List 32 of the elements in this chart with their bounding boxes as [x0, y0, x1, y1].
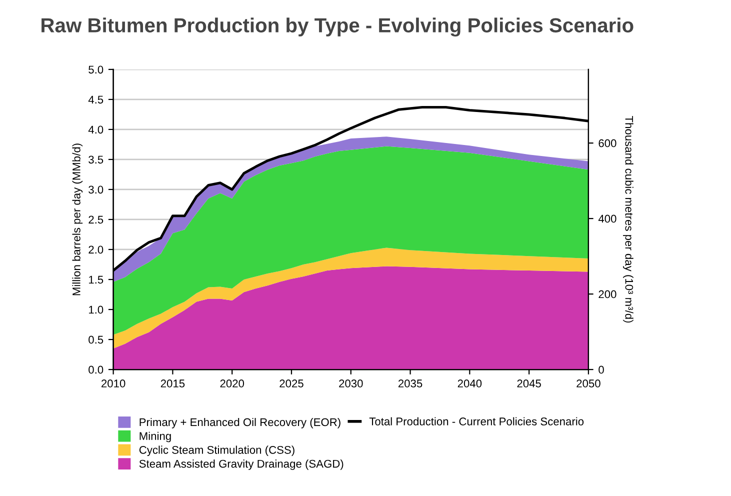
x-tick-label: 2030 [339, 380, 363, 388]
y-tick-label: 2.5 [88, 216, 104, 224]
y2-tick-label: 400 [598, 214, 616, 223]
y2-tick-label: 600 [598, 139, 616, 148]
y-tick-label: 0.5 [88, 336, 104, 344]
y-tick-label: 1.5 [88, 276, 104, 284]
y-tick-label: 4.0 [88, 126, 104, 134]
y-tick-label: 1.0 [88, 306, 104, 314]
legend-label: Mining [140, 432, 171, 442]
legend-label: Steam Assisted Gravity Drainage (SAGD) [139, 460, 344, 470]
y-axis-title: Million barrels per day (MMb/d) [72, 144, 83, 296]
y2-tick-label: 200 [598, 290, 616, 298]
x-tick-label: 2025 [280, 380, 304, 388]
x-tick-label: 2020 [220, 380, 244, 388]
y-tick-label: 3.0 [88, 186, 104, 194]
x-tick-label: 2050 [576, 380, 600, 388]
y-tick-label: 2.0 [88, 246, 104, 254]
y-tick-label: 4.5 [88, 96, 104, 104]
x-tick-label: 2015 [160, 380, 185, 388]
y2-tick-label: 0 [598, 366, 604, 374]
x-tick-label: 2040 [458, 380, 482, 388]
legend-label: Cyclic Steam Stimulation (CSS) [139, 446, 294, 456]
x-tick-label: 2045 [517, 380, 541, 388]
legend-label: Primary + Enhanced Oil Recovery (EOR) [140, 418, 340, 428]
x-tick-label: 2035 [398, 380, 422, 388]
y2-axis-title: Thousand cubic metres per day (10³ m³/d) [623, 116, 634, 323]
chart-title: Raw Bitumen Production by Type - Evolving Policies Scenario [42, 18, 634, 37]
legend-label: Total Production - Current Policies Scenario [369, 417, 584, 426]
y-tick-label: 5.0 [88, 66, 104, 74]
y-tick-label: 0.0 [88, 366, 104, 374]
x-tick-label: 2010 [102, 380, 126, 388]
y-tick-label: 3.5 [88, 156, 104, 164]
